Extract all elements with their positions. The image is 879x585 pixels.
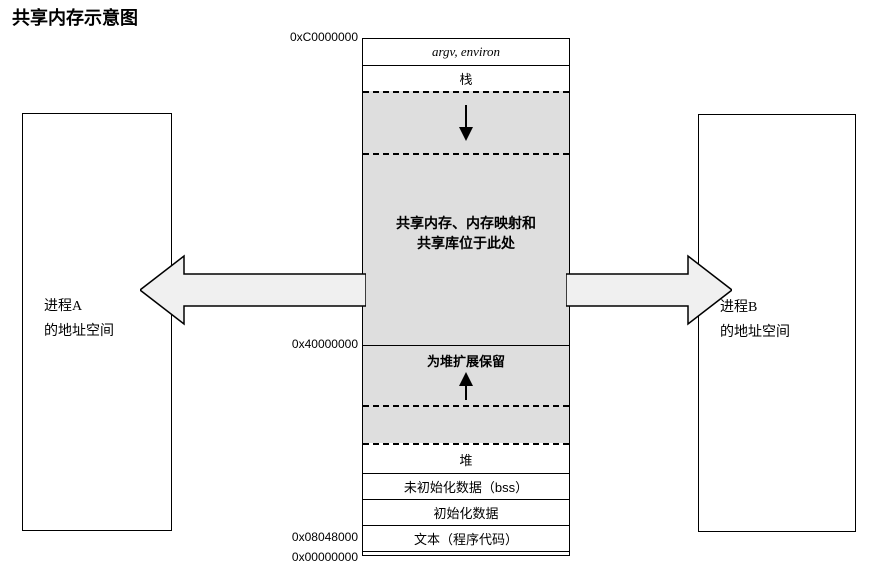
- seg-heap-reserve-text: 为堆扩展保留: [427, 351, 505, 370]
- arrow-right-icon: [566, 252, 732, 328]
- seg-bss-paren: （bss）: [482, 480, 528, 495]
- seg-stack: 栈: [363, 65, 569, 91]
- seg-argv-text: argv, environ: [432, 44, 500, 60]
- process-a-line2: 的地址空间: [44, 319, 114, 344]
- arrow-up-icon: [456, 372, 476, 400]
- seg-text: 文本（程序代码）: [363, 525, 569, 551]
- arrow-down-icon: [456, 103, 476, 143]
- seg-bss-prefix: 未初始化数据: [404, 480, 482, 495]
- seg-bss: 未初始化数据（bss）: [363, 473, 569, 499]
- seg-heap: 堆: [363, 443, 569, 473]
- seg-data: 初始化数据: [363, 499, 569, 525]
- process-a-line1: 进程A: [44, 294, 114, 319]
- seg-heap-text: 堆: [459, 450, 472, 469]
- addr-text: 0x08048000: [268, 530, 358, 544]
- seg-data-text: 初始化数据: [433, 503, 498, 522]
- seg-stack-text: 栈: [459, 69, 472, 88]
- seg-heap-reserve: 为堆扩展保留: [363, 345, 569, 405]
- seg-text-prefix: 文本: [414, 532, 440, 547]
- seg-argv: argv, environ: [363, 39, 569, 65]
- addr-bottom: 0x00000000: [268, 550, 358, 564]
- seg-shared-top-gap: [363, 153, 569, 183]
- seg-bottom-gap: [363, 551, 569, 557]
- process-a-label: 进程A 的地址空间: [44, 294, 114, 344]
- addr-mid: 0x40000000: [268, 337, 358, 351]
- arrow-left-icon: [140, 252, 366, 328]
- seg-shared-line1: 共享内存、内存映射和: [396, 213, 536, 233]
- diagram-title: 共享内存示意图: [12, 4, 138, 30]
- addr-top: 0xC0000000: [268, 30, 358, 44]
- memory-column: argv, environ 栈 共享内存、内存映射和 共享库位于此处 为堆扩展保…: [362, 38, 570, 556]
- seg-shared-bottom-gap: [363, 283, 569, 345]
- seg-shared: 共享内存、内存映射和 共享库位于此处: [363, 183, 569, 283]
- seg-text-paren: （程序代码）: [440, 532, 518, 547]
- seg-shared-line2: 共享库位于此处: [417, 233, 515, 253]
- seg-heap-gap: [363, 405, 569, 443]
- seg-stack-gap: [363, 91, 569, 153]
